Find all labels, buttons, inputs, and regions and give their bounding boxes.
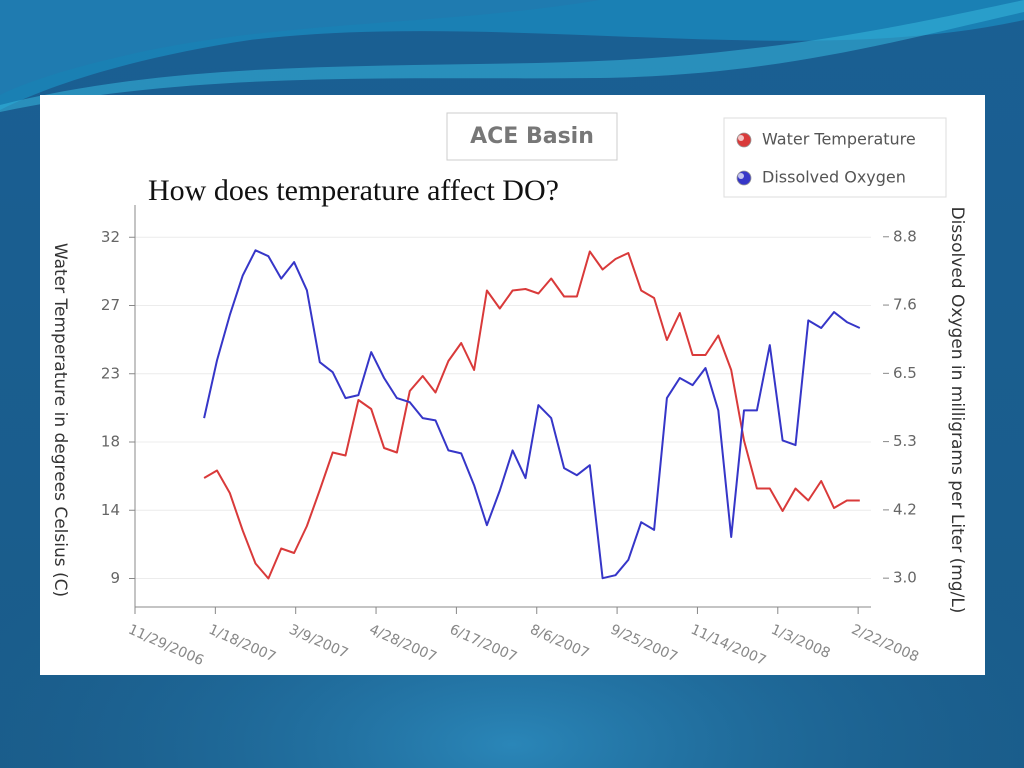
wave	[0, 0, 600, 95]
wave	[0, 0, 1024, 112]
y-tick-label: 32	[101, 228, 120, 246]
y2-tick-label: 6.5	[893, 364, 917, 382]
legend	[723, 117, 947, 198]
y2-tick-label: 4.2	[893, 500, 917, 518]
chart-title: ACE Basin	[470, 124, 594, 149]
y-axis-label: Water Temperature in degrees Celsius (C)	[50, 243, 70, 597]
legend-marker-highlight	[738, 135, 744, 141]
y-tick-label: 9	[110, 569, 120, 587]
y2-tick-label: 7.6	[893, 296, 917, 314]
y2-axis-label: Dissolved Oxygen in milligrams per Liter…	[947, 207, 967, 614]
title-box	[446, 112, 618, 161]
annotation: How does temperature affect DO?	[148, 174, 559, 207]
legend-label: Water Temperature	[762, 130, 916, 149]
legend-label: Dissolved Oxygen	[762, 168, 906, 187]
y2-tick-label: 3.0	[893, 569, 917, 587]
y2-tick-label: 8.8	[893, 227, 917, 245]
y-tick-label: 27	[101, 296, 120, 314]
series-line	[203, 250, 860, 580]
series-line	[203, 249, 861, 580]
y2-tick-label: 5.3	[893, 432, 917, 450]
y-tick-label: 14	[101, 501, 120, 519]
y-tick-label: 23	[101, 364, 120, 382]
y-tick-label: 18	[101, 433, 120, 451]
legend-marker-highlight	[738, 173, 744, 179]
